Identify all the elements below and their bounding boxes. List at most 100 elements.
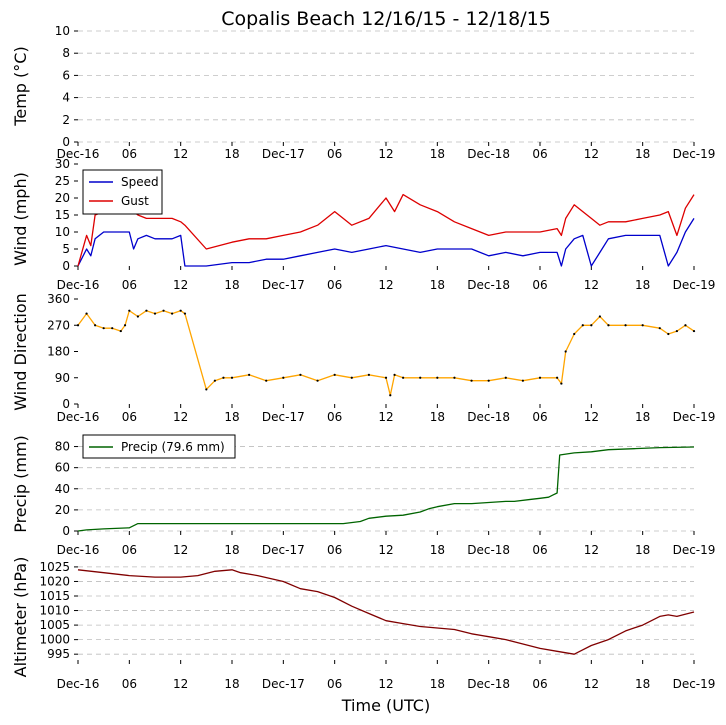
y-axis-label: Precip (mm) (11, 435, 30, 533)
x-tick-label: 12 (173, 147, 188, 161)
x-tick-label: 06 (532, 278, 547, 292)
direction-point (658, 327, 661, 330)
y-tick-label: 60 (55, 461, 70, 475)
direction-point (333, 373, 336, 376)
y-tick-label: 6 (62, 68, 70, 82)
y-tick-label: 360 (47, 292, 70, 306)
y-tick-label: 5 (62, 242, 70, 256)
direction-point (590, 324, 593, 327)
direction-point (230, 376, 234, 379)
y-tick-label: 1025 (39, 560, 70, 574)
direction-point (94, 324, 97, 327)
x-tick-label: 12 (173, 278, 188, 292)
precip-panel: Precip (mm) 0 20 40 60 80 Dec-16 06 12 18 Dec-17 06… (11, 434, 716, 557)
x-tick-label: 06 (532, 543, 547, 557)
direction-point (556, 376, 559, 379)
y-tick-label: 1015 (39, 589, 70, 603)
direction-point (419, 376, 422, 379)
y-tick-label: 1020 (39, 574, 70, 588)
x-tick-label: Dec-18 (467, 543, 510, 557)
x-tick-label: 12 (378, 147, 393, 161)
x-tick-label: Dec-17 (262, 147, 305, 161)
x-tick-label: 06 (327, 410, 342, 424)
x-tick-label: 18 (430, 677, 445, 691)
direction-point (350, 376, 353, 379)
direction-point (692, 329, 696, 333)
x-tick-label: 12 (378, 543, 393, 557)
x-tick-label: 18 (430, 543, 445, 557)
direction-point (641, 324, 644, 327)
x-tick-label: Dec-16 (57, 278, 100, 292)
direction-point (145, 309, 148, 312)
direction-point (136, 315, 139, 318)
direction-point (248, 373, 251, 376)
direction-point (213, 379, 216, 382)
y-tick-label: 4 (62, 91, 70, 105)
y-axis-label: Wind Direction (11, 293, 30, 411)
x-tick-label: Dec-18 (467, 147, 510, 161)
x-tick-label: Dec-19 (673, 410, 716, 424)
direction-point (564, 350, 567, 353)
direction-point (389, 394, 392, 397)
y-tick-label: 10 (55, 24, 70, 38)
direction-point (470, 379, 473, 382)
altimeter-panel: Altimeter (hPa) 9951000100510101015102010… (11, 557, 715, 691)
direction-point (316, 379, 319, 382)
x-tick-label: 06 (327, 543, 342, 557)
x-tick-label: 12 (584, 677, 599, 691)
x-tick-label: 12 (378, 278, 393, 292)
direction-point (675, 329, 678, 333)
direction-point (153, 312, 157, 315)
x-tick-label: Dec-17 (262, 278, 305, 292)
direction-point (299, 373, 302, 376)
y-axis-label: Altimeter (hPa) (11, 557, 30, 678)
x-tick-label: 18 (224, 677, 239, 691)
y-tick-label: 10 (55, 225, 70, 239)
x-tick-label: 18 (635, 278, 650, 292)
y-tick-label: 80 (55, 440, 70, 454)
direction-point (179, 309, 182, 312)
x-tick-label: 06 (327, 147, 342, 161)
gust-series-line (77, 193, 695, 267)
x-tick-label: 12 (378, 677, 393, 691)
x-tick-label: Dec-19 (673, 543, 716, 557)
direction-series-line (77, 310, 695, 396)
direction-point (684, 324, 687, 327)
direction-point (402, 376, 405, 379)
direction-point (598, 315, 601, 318)
direction-point (487, 379, 490, 382)
y-tick-label: 995 (47, 647, 70, 661)
x-tick-label: 18 (224, 278, 239, 292)
direction-point (162, 309, 165, 312)
y-tick-label: 1010 (39, 604, 70, 618)
direction-point (453, 376, 456, 379)
x-tick-label: 12 (378, 410, 393, 424)
direction-point (102, 327, 105, 330)
direction-point (667, 332, 670, 336)
x-tick-label: 12 (584, 410, 599, 424)
x-tick-label: 18 (224, 147, 239, 161)
x-tick-label: 18 (430, 278, 445, 292)
direction-point (183, 312, 187, 315)
x-tick-label: 12 (173, 410, 188, 424)
wind-direction-panel: Wind Direction 0 90 180 270 360 Dec-16 06 12 18 De… (11, 292, 715, 424)
speed-series-line (77, 218, 695, 267)
y-tick-label: 0 (62, 135, 70, 149)
x-tick-label: 06 (532, 147, 547, 161)
direction-point (282, 376, 285, 379)
x-tick-label: 06 (327, 278, 342, 292)
direction-point (171, 312, 174, 315)
direction-point (624, 324, 627, 327)
y-tick-label: 15 (55, 208, 70, 222)
direction-point (119, 329, 122, 333)
legend-label: Speed (121, 175, 159, 189)
chart-title: Copalis Beach 12/16/15 - 12/18/15 (221, 8, 551, 30)
direction-point (123, 324, 127, 327)
direction-point (205, 388, 208, 391)
x-tick-label: 18 (635, 677, 650, 691)
y-tick-label: 1000 (39, 633, 70, 647)
direction-point (581, 324, 584, 327)
x-axis-label: Time (UTC) (341, 696, 430, 715)
y-tick-label: 0 (62, 397, 70, 411)
legend-label: Precip (79.6 mm) (121, 440, 225, 454)
